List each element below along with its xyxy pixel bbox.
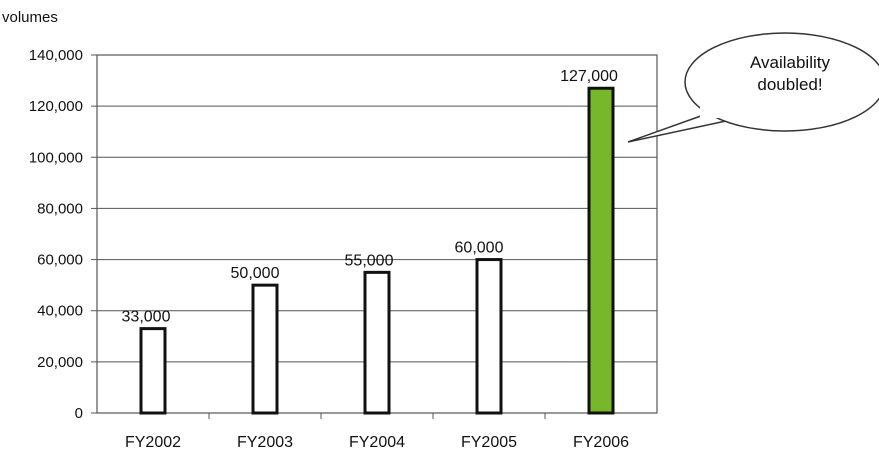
value-label: 50,000 (231, 265, 280, 282)
y-tick-label: 140,000 (29, 47, 83, 64)
y-tick-label: 60,000 (37, 252, 83, 269)
x-tick-label: FY2004 (349, 434, 405, 451)
bar (363, 270, 391, 415)
value-labels: 33,000 50,000 55,000 60,000 127,000 (122, 68, 618, 325)
bar (587, 86, 615, 415)
y-tick-label: 80,000 (37, 200, 83, 217)
y-tick-label: 120,000 (29, 98, 83, 115)
callout-text-line2: doubled! (757, 75, 822, 94)
y-tick-label: 40,000 (37, 303, 83, 320)
bars (139, 86, 615, 415)
x-axis-ticks: FY2002 FY2003 FY2004 FY2005 FY2006 (125, 413, 629, 451)
bar (139, 327, 167, 415)
x-tick-label: FY2003 (237, 434, 293, 451)
y-tick-label: 20,000 (37, 354, 83, 371)
y-axis-ticks: 0 20,000 40,000 60,000 80,000 100,000 120,000 1… (29, 47, 97, 422)
value-label: 33,000 (122, 309, 171, 326)
bar (251, 283, 279, 415)
value-label: 60,000 (455, 240, 504, 257)
value-label: 55,000 (345, 252, 394, 269)
callout-tail (627, 111, 727, 143)
callout-text-line1: Availability (750, 53, 831, 72)
grid-lines (97, 105, 657, 363)
value-label: 127,000 (560, 68, 618, 85)
x-tick-label: FY2005 (461, 434, 517, 451)
y-tick-label: 0 (75, 405, 83, 422)
x-tick-label: FY2002 (125, 434, 181, 451)
bar (475, 258, 503, 415)
y-axis-label: volumes (2, 9, 58, 26)
callout: Availability doubled! (627, 32, 879, 143)
y-tick-label: 100,000 (29, 149, 83, 166)
x-tick-label: FY2006 (573, 434, 629, 451)
